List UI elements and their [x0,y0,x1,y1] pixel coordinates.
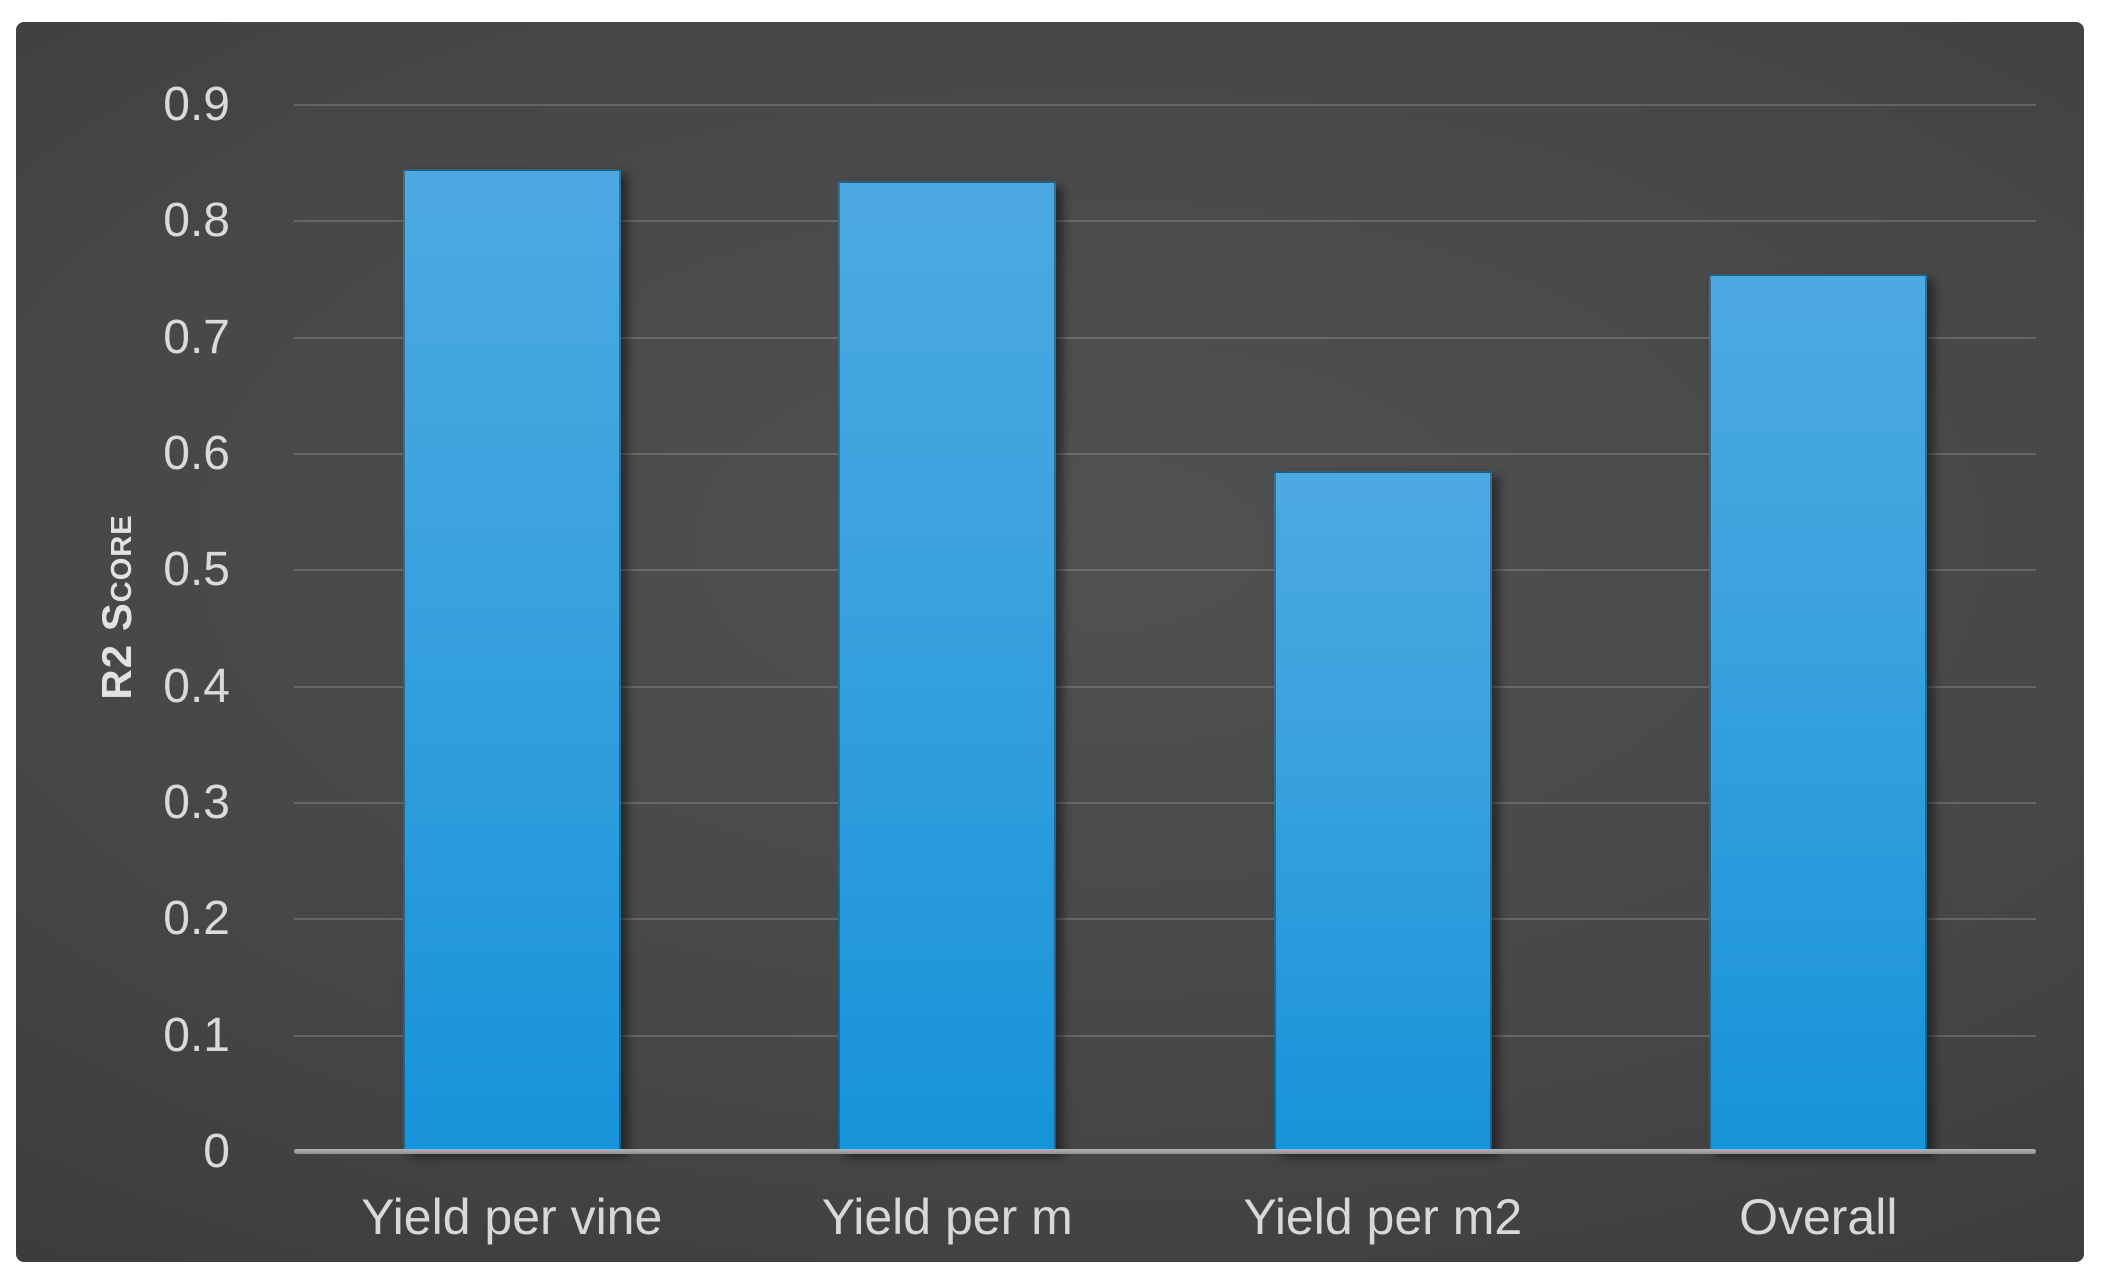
y-tick-label-0.5: 0.5 [163,543,230,597]
x-category-label-yield-per-vine: Yield per vine [361,1189,663,1245]
bar-overall [1709,274,1928,1152]
bar-yield-per-m2 [1273,471,1492,1152]
plot-area: Yield per vine Yield per m Yield per m2 Ove… [294,104,2036,1245]
bar-yield-per-m [838,181,1057,1152]
y-tick-label-0.4: 0.4 [163,659,230,713]
y-tick-label-0.3: 0.3 [163,776,230,829]
y-tick-label-0.9: 0.9 [163,78,230,131]
bar-yield-per-vine [402,169,621,1152]
y-tick-label-0: 0 [203,1125,230,1178]
y-tick-label-0.8: 0.8 [163,194,230,248]
x-category-label-yield-per-m: Yield per m [821,1189,1073,1245]
x-axis-line [294,1149,2036,1154]
gridline-0.5 [294,569,2036,572]
y-tick-label-0.2: 0.2 [163,892,230,946]
gridline-0.1 [294,1034,2036,1037]
y-tick-label-0.1: 0.1 [163,1008,230,1062]
gridline-0.7 [294,336,2036,339]
x-category-label-yield-per-m2: Yield per m2 [1243,1189,1523,1245]
gridline-0.4 [294,685,2036,688]
y-tick-label-0.7: 0.7 [163,310,230,364]
gridline-0.9 [294,104,2036,106]
gridline-0.8 [294,220,2036,223]
gridline-0.6 [294,453,2036,455]
gridline-0.2 [294,918,2036,921]
gridline-0.3 [294,802,2036,804]
x-category-label-overall: Overall [1739,1189,1898,1245]
y-tick-label-0.6: 0.6 [163,427,230,480]
chart-area: R2 Score 0 0.1 0.2 0.3 0.4 0.5 0.6 0.7 0.8 0.9 Yi… [16,22,2084,1262]
